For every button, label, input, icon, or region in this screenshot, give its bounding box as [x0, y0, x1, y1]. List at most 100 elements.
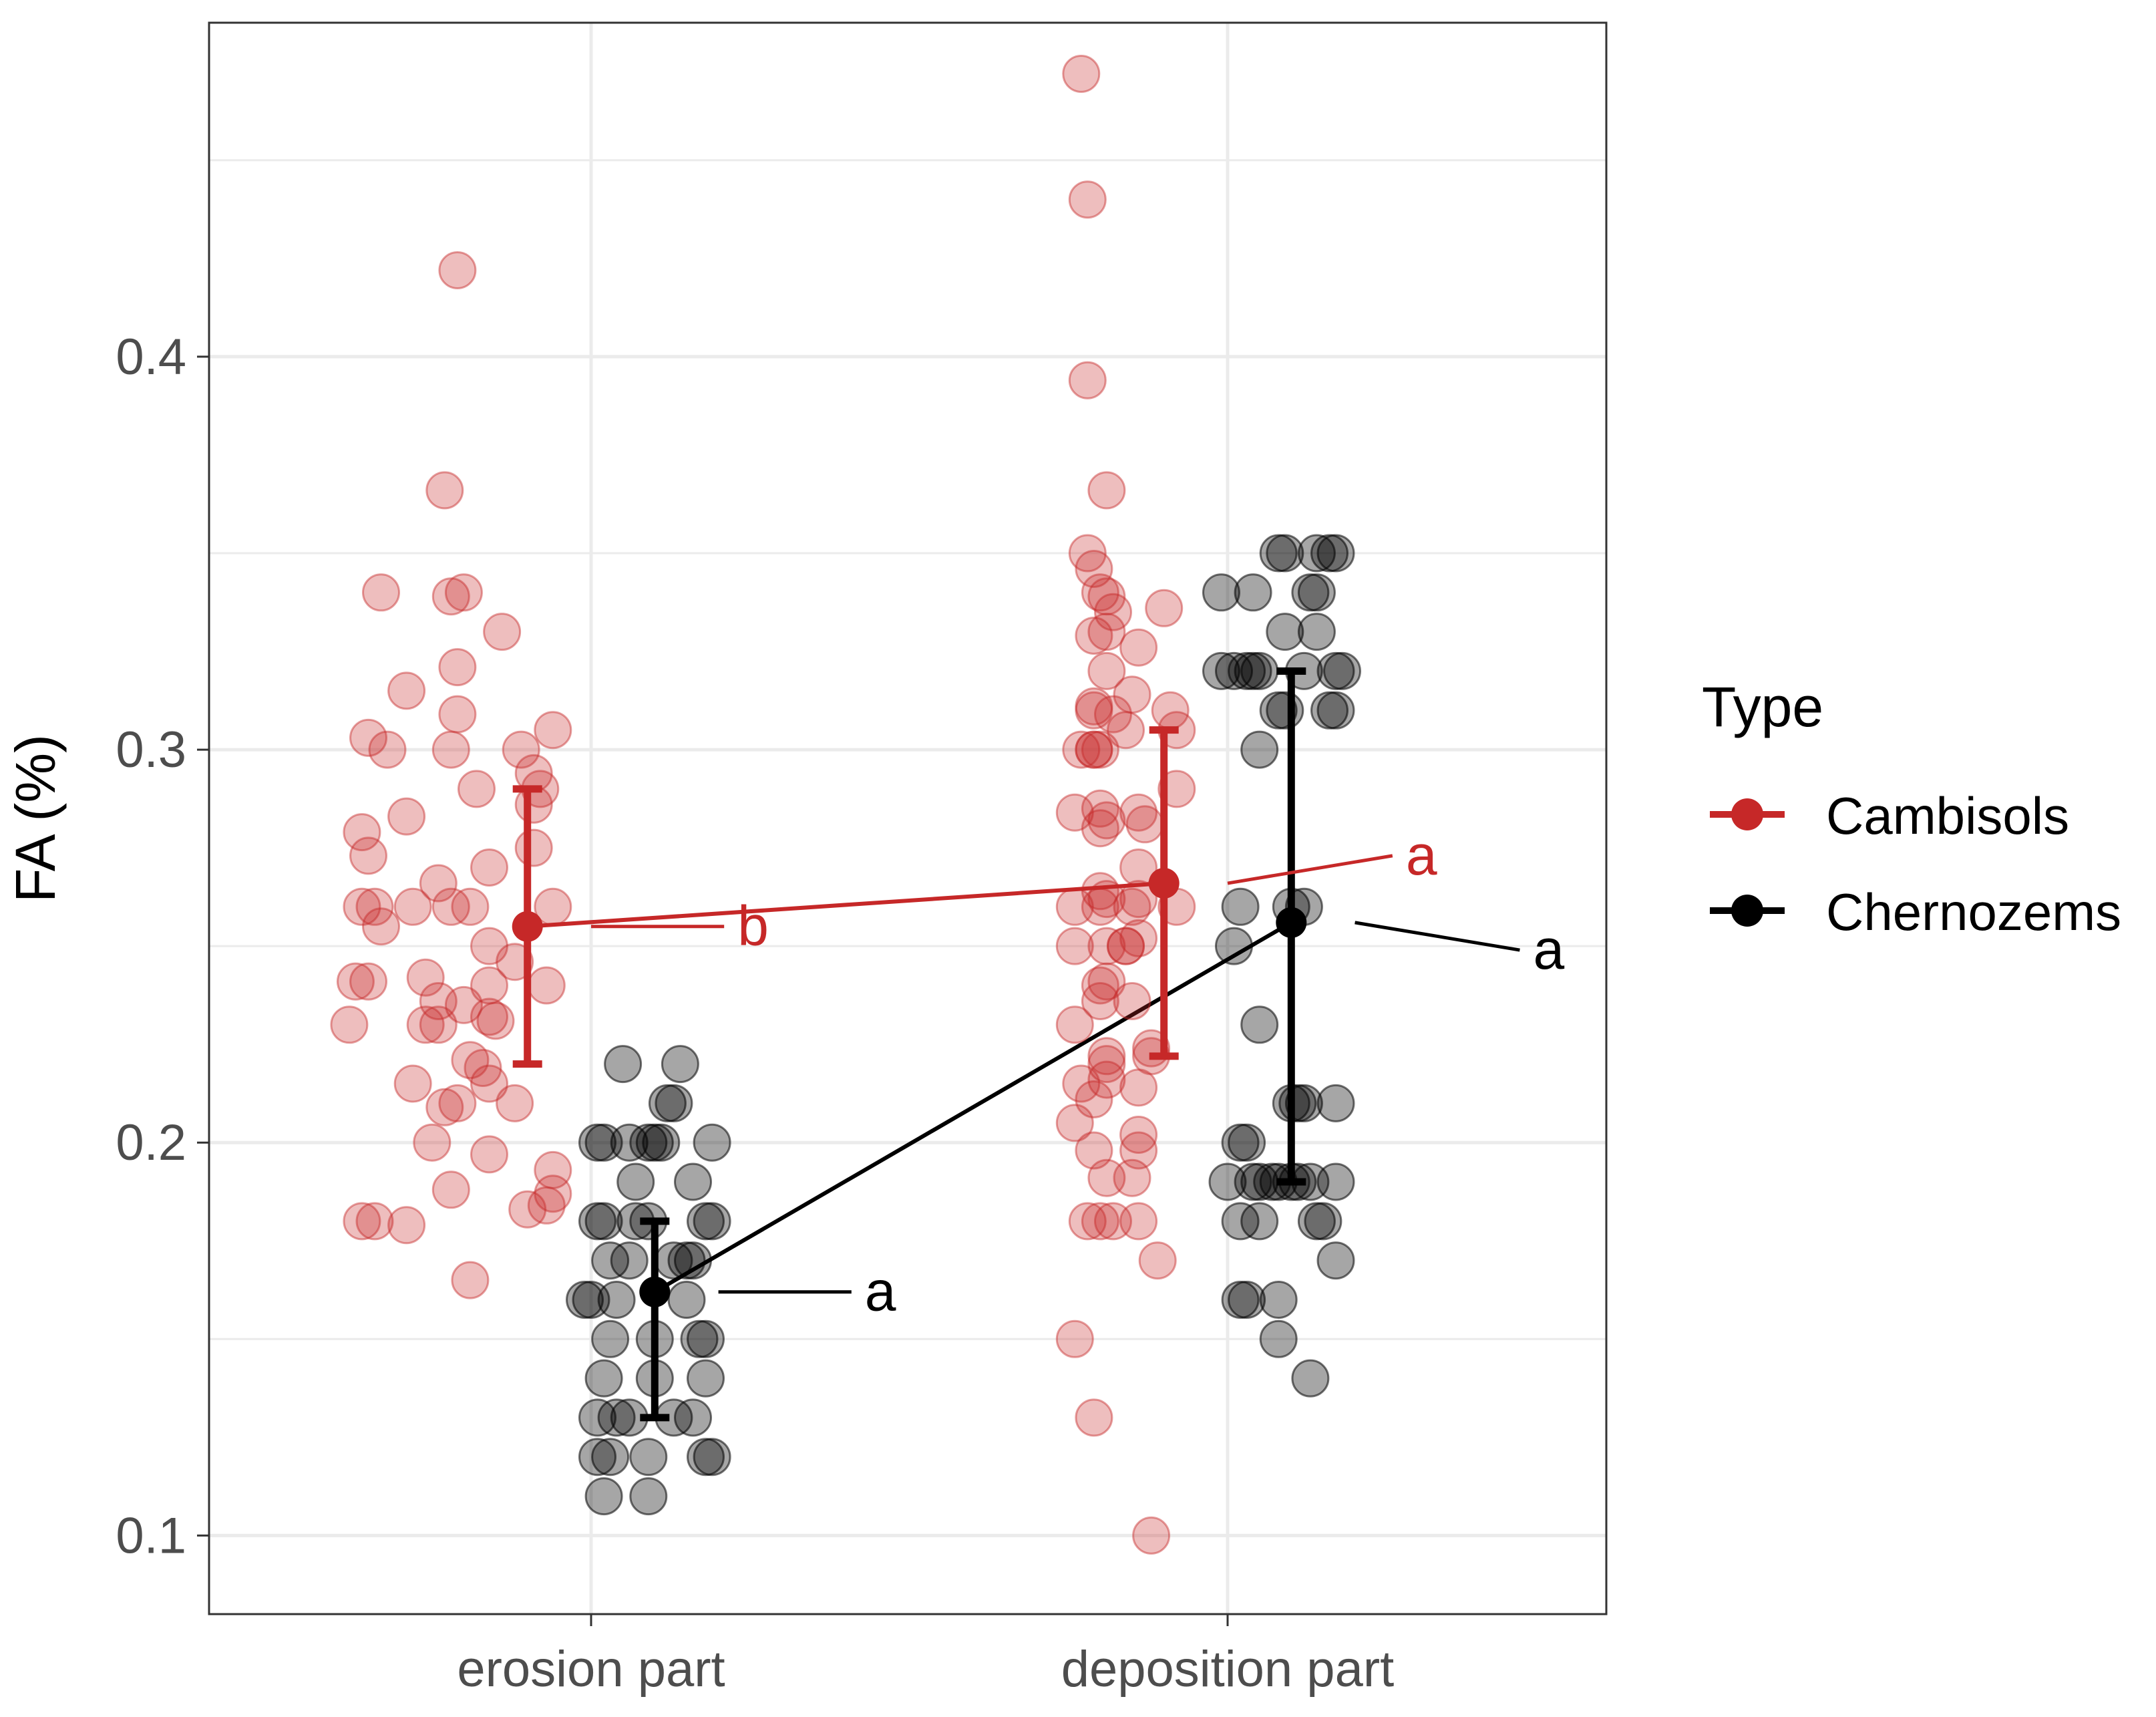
data-point	[336, 962, 375, 1001]
x-tick-label: deposition part	[1061, 1641, 1395, 1698]
data-point	[444, 985, 483, 1024]
data-point	[1323, 651, 1361, 690]
data-point	[1291, 1359, 1330, 1398]
data-point	[1055, 887, 1094, 926]
mean-lines	[527, 881, 1292, 1294]
grid-major	[209, 23, 1606, 1614]
data-point	[1094, 1202, 1132, 1241]
data-point	[1055, 1005, 1094, 1044]
data-point	[1240, 651, 1279, 690]
data-point	[534, 887, 572, 926]
data-point	[419, 864, 458, 903]
legend-item-chernozems[interactable]: Chernozems	[1710, 883, 2121, 941]
legend-key-point	[1731, 798, 1763, 830]
data-point	[629, 1477, 668, 1516]
data-point	[597, 1281, 636, 1319]
y-axis-title: FA (%)	[4, 734, 67, 903]
significance-letters: b a a a	[591, 824, 1564, 1323]
data-point	[1316, 534, 1355, 573]
data-point	[470, 927, 508, 965]
data-point	[1075, 691, 1113, 730]
data-point	[1119, 1068, 1158, 1107]
data-point	[1062, 730, 1101, 769]
mean-line-cambisols	[527, 881, 1164, 929]
data-point	[343, 1202, 381, 1241]
data-point	[591, 1319, 630, 1358]
data-point	[1087, 1158, 1126, 1197]
data-point	[1081, 1202, 1119, 1241]
data-point	[674, 1398, 712, 1437]
data-point	[1075, 1131, 1113, 1170]
data-point	[1119, 880, 1158, 919]
legend-label-cambisols: Cambisols	[1826, 786, 2069, 845]
data-point	[470, 997, 508, 1036]
data-point	[362, 573, 400, 612]
panel-border	[208, 21, 1608, 1615]
data-point	[419, 982, 458, 1020]
data-point	[362, 907, 400, 946]
data-point	[1087, 1037, 1126, 1076]
x-axis: erosion part deposition part	[457, 1614, 1394, 1698]
panel-background	[209, 23, 1606, 1614]
data-point	[1228, 1123, 1266, 1162]
data-point	[1221, 1202, 1260, 1241]
data-point	[1075, 550, 1113, 588]
data-point	[1087, 1045, 1126, 1084]
data-point	[419, 1005, 458, 1044]
data-point	[680, 1319, 719, 1358]
data-point	[1081, 730, 1119, 769]
data-point	[1087, 471, 1126, 510]
data-point	[349, 836, 387, 875]
data-point	[1087, 801, 1126, 840]
jitter-points	[330, 55, 1361, 1555]
data-point	[1062, 55, 1101, 93]
data-point	[1240, 730, 1279, 769]
data-point	[1075, 1398, 1113, 1437]
data-point	[476, 1001, 515, 1040]
mean-point	[512, 911, 543, 942]
data-point	[534, 1175, 572, 1213]
data-point	[387, 671, 426, 710]
data-point	[1266, 613, 1304, 651]
significance-letter: a	[1533, 918, 1564, 981]
data-point	[1081, 573, 1119, 612]
data-point	[1297, 613, 1336, 651]
data-point	[431, 577, 470, 616]
x-tick-label: erosion part	[457, 1641, 725, 1698]
data-point	[1284, 1084, 1323, 1122]
data-point	[387, 797, 426, 836]
data-point	[1316, 691, 1355, 730]
data-point	[1157, 770, 1196, 808]
data-point	[1081, 809, 1119, 848]
mean-point	[639, 1276, 671, 1307]
data-point	[1316, 1162, 1355, 1201]
significance-letter: a	[1406, 824, 1437, 887]
data-point	[1119, 919, 1158, 957]
data-point	[451, 1041, 490, 1080]
legend-item-cambisols[interactable]: Cambisols	[1710, 786, 2069, 845]
data-point	[355, 1202, 394, 1241]
data-point	[1075, 730, 1113, 769]
data-point	[591, 1438, 630, 1476]
data-point	[451, 887, 490, 926]
data-point	[591, 1241, 630, 1280]
data-point	[578, 1398, 616, 1437]
data-point	[444, 573, 483, 612]
data-point	[610, 1241, 649, 1280]
data-point	[1113, 675, 1151, 714]
data-point	[527, 1186, 566, 1225]
data-point	[604, 1045, 643, 1084]
data-point	[1075, 1080, 1113, 1118]
data-point	[655, 1084, 693, 1122]
data-point	[349, 718, 387, 757]
legend-title: Type	[1702, 675, 1823, 738]
data-point	[496, 1084, 534, 1122]
y-tick-label: 0.2	[116, 1114, 186, 1171]
data-point	[502, 730, 540, 769]
data-point	[1075, 687, 1113, 726]
legend-label-chernozems: Chernozems	[1826, 883, 2121, 941]
data-point	[1240, 1202, 1279, 1241]
data-point	[1081, 872, 1119, 911]
data-point	[470, 1064, 508, 1103]
data-point	[1145, 589, 1184, 627]
